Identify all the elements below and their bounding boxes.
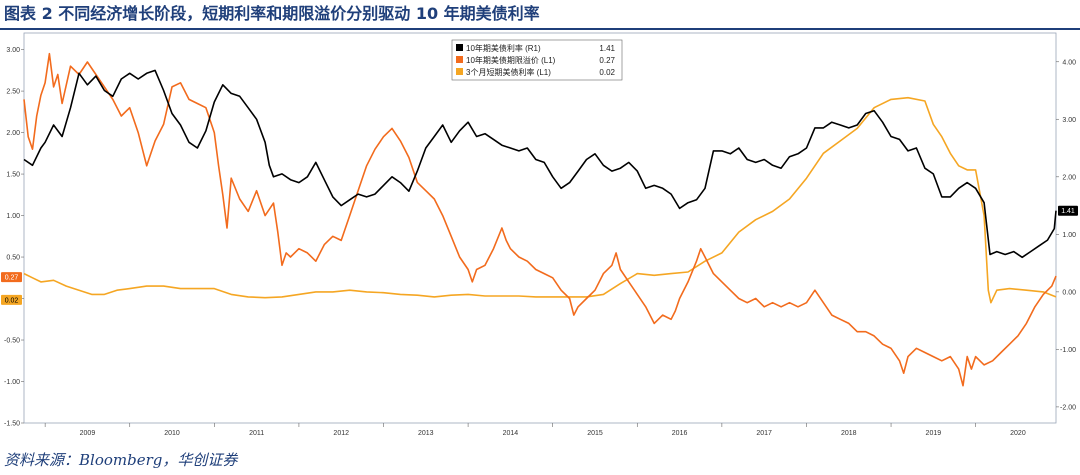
legend: 10年期美债利率 (R1) 1.41 10年期美债期限溢价 (L1) 0.27 … [451,39,623,81]
x-tick-label: 2010 [164,430,180,437]
legend-label-term: 10年期美债期限溢价 (L1) [466,55,556,65]
legend-box [451,39,623,81]
end-tags: 0.27 0.02 1.41 [1,205,1078,305]
series-line-2 [23,96,1057,304]
series-layer [23,52,1057,387]
right-tick-label: 4.00 [1062,59,1076,66]
left-tick-label: -1.00 [4,379,20,386]
legend-swatch-term [456,56,463,63]
legend-label-r10: 10年期美债利率 (R1) [466,43,541,53]
x-tick-label: 2018 [841,430,857,437]
legend-label-short: 3个月短期美债利率 (L1) [466,67,551,77]
x-tick-label: 2013 [418,430,434,437]
tag-left-term-box [1,272,22,283]
legend-swatch-r10 [456,44,463,51]
legend-value-term: 0.27 [599,56,615,65]
right-tick-label: 2.00 [1062,174,1076,181]
tag-left-term-label: 0.27 [5,275,19,282]
left-tick-label: 1.50 [6,172,20,179]
source-note: 资料来源：Bloomberg，华创证券 [4,451,238,469]
x-axis: 2009 2010 2011 2012 2013 2014 2015 2016 2017 2018… [44,423,1026,437]
plot-frame [23,32,1057,424]
left-tick-label: -1.50 [4,421,20,428]
x-tick-label: 2014 [503,430,519,437]
left-axis: 3.002.502.001.501.000.500.00-0.50-1.00-1… [4,47,24,428]
tag-left-short-box [1,294,22,305]
left-tick-label: -0.50 [4,338,20,345]
chart: 3.00 2.50 2.00 1.50 1.00 0.50 0.00 -0.50 -1.00 -1… [1,32,1078,437]
x-tick-label: 2020 [1010,430,1026,437]
left-tick-label: 2.00 [6,130,20,137]
tag-right-r10-box [1058,205,1078,216]
series-line-1 [23,52,1057,387]
tag-right-r10-label: 1.41 [1061,208,1075,215]
x-tick-label: 2011 [249,430,264,437]
x-tick-label: 2012 [333,430,349,437]
title-divider [0,28,1080,30]
legend-swatch-short [456,68,463,75]
right-tick-label: -1.00 [1060,347,1076,354]
x-tick-label: 2017 [756,430,772,437]
right-tick-label: 3.00 [1062,117,1076,124]
left-tick-label: 1.00 [6,213,20,220]
x-tick-label: 2019 [926,430,942,437]
left-tick-label: 3.00 [6,47,20,54]
x-tick-label: 2015 [587,430,603,437]
legend-value-r10: 1.41 [599,44,615,53]
right-tick-label: 1.00 [1062,232,1076,239]
right-tick-label: -2.00 [1060,404,1076,411]
tag-left-short-label: 0.02 [5,297,19,304]
right-tick-label: 0.00 [1062,289,1076,296]
right-axis: 4.00 3.00 2.00 1.00 0.00 -1.00 -2.00 [1056,59,1076,411]
series-line-0 [23,69,1057,259]
left-tick-label: 0.50 [6,255,20,262]
page-title: 图表 2 不同经济增长阶段，短期利率和期限溢价分别驱动 10 年期美债利率 [4,4,540,23]
legend-value-short: 0.02 [599,68,615,77]
left-tick-label: 2.50 [6,89,20,96]
x-tick-label: 2009 [80,430,96,437]
x-tick-label: 2016 [672,430,688,437]
